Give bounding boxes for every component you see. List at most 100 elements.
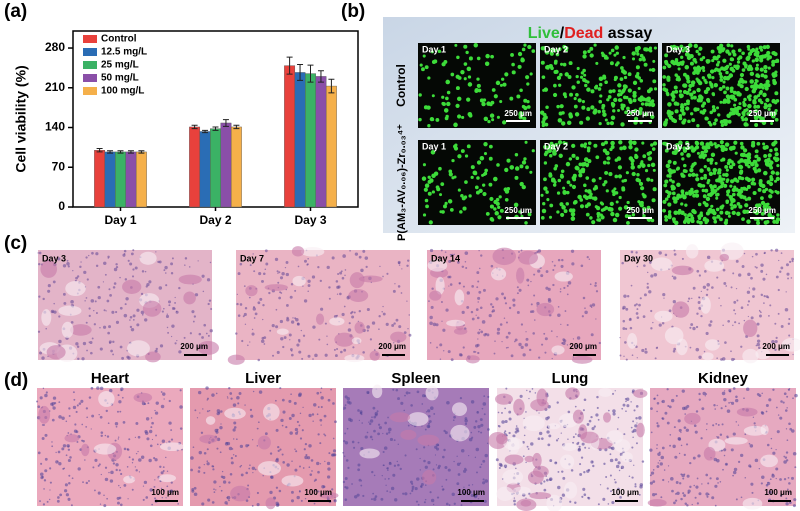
- tissue-spot: [294, 449, 295, 450]
- cell: [694, 190, 698, 194]
- tissue-spot: [135, 266, 138, 269]
- tissue-spot: [582, 315, 584, 317]
- cell: [640, 186, 644, 190]
- tissue-spot: [233, 454, 234, 455]
- cell: [654, 87, 657, 90]
- tissue-spot: [83, 342, 86, 345]
- tissue-spot: [58, 315, 60, 317]
- cell: [607, 161, 610, 164]
- tissue-spot: [471, 285, 474, 288]
- cell: [501, 78, 504, 81]
- tissue-spot: [730, 350, 732, 352]
- tissue-spot: [49, 467, 51, 469]
- cell: [755, 155, 758, 158]
- tissue-spot: [171, 272, 173, 274]
- tissue-spot: [302, 407, 303, 408]
- cell: [608, 172, 612, 176]
- tissue-spot: [766, 295, 769, 298]
- tissue-spot: [791, 277, 793, 279]
- tissue-spot: [546, 479, 549, 482]
- tissue-spot: [687, 475, 690, 478]
- cell: [690, 216, 694, 220]
- tissue-spot: [279, 387, 281, 389]
- tissue-spot: [312, 326, 315, 329]
- tissue-spot: [408, 425, 410, 427]
- tissue-spot: [532, 332, 535, 335]
- tissue-blob: [228, 355, 245, 365]
- tissue-spot: [672, 445, 675, 448]
- bar: [136, 152, 146, 207]
- tissue-spot: [673, 300, 676, 303]
- cell: [493, 177, 498, 182]
- tissue-spot: [716, 357, 718, 359]
- tissue-spot: [742, 265, 745, 268]
- tissue-spot: [291, 491, 294, 494]
- tissue-spot: [398, 325, 401, 328]
- tissue-spot: [245, 324, 246, 325]
- tissue-spot: [738, 273, 741, 276]
- cell: [701, 104, 705, 108]
- tissue-spot: [595, 282, 597, 284]
- cell: [425, 65, 429, 69]
- cell: [681, 191, 684, 194]
- tissue-spot: [617, 428, 619, 430]
- tissue-spot: [760, 270, 763, 273]
- tissue-spot: [280, 337, 283, 340]
- cell: [672, 196, 676, 200]
- tissue-spot: [445, 309, 448, 312]
- cell: [586, 213, 590, 217]
- tissue-spot: [159, 261, 162, 264]
- tissue-spot: [698, 356, 701, 359]
- tissue-spot: [206, 460, 208, 462]
- tissue-spot: [85, 426, 87, 428]
- tissue-spot: [231, 457, 233, 459]
- cell: [774, 91, 778, 95]
- cell: [649, 47, 652, 50]
- cell: [753, 95, 758, 100]
- legend-swatch: [83, 35, 97, 43]
- cell: [759, 179, 763, 183]
- tissue-spot: [341, 270, 343, 272]
- tissue-spot: [736, 260, 739, 263]
- cell: [743, 159, 747, 163]
- cell: [674, 73, 677, 76]
- tissue-spot: [372, 493, 374, 495]
- cell: [642, 58, 646, 62]
- cell: [742, 101, 745, 104]
- tissue-spot: [425, 484, 427, 486]
- cell: [719, 44, 723, 48]
- cell: [769, 149, 773, 153]
- cell: [509, 97, 513, 101]
- cell: [652, 60, 655, 63]
- cell: [730, 179, 734, 183]
- cell: [699, 221, 703, 225]
- tissue-spot: [148, 280, 151, 283]
- tissue-spot: [277, 351, 280, 354]
- tissue-spot: [626, 404, 629, 407]
- tissue-blob: [265, 284, 288, 291]
- cell: [729, 165, 733, 169]
- cell: [727, 43, 731, 47]
- tissue-spot: [405, 454, 407, 456]
- tissue-spot: [562, 477, 565, 480]
- cell: [610, 61, 614, 65]
- tissue-spot: [333, 449, 336, 452]
- tissue-spot: [69, 415, 71, 417]
- tissue-spot: [307, 290, 309, 292]
- tissue-spot: [227, 397, 228, 398]
- tissue-spot: [647, 272, 648, 273]
- cell: [697, 215, 701, 219]
- cell: [571, 154, 575, 158]
- tissue-spot: [317, 413, 319, 415]
- y-tick-label: 280: [45, 40, 65, 54]
- tissue-spot: [285, 426, 287, 428]
- tissue-spot: [257, 503, 260, 506]
- cell: [611, 49, 615, 53]
- tissue-spot: [220, 410, 223, 413]
- tissue-spot: [313, 403, 316, 406]
- tissue-spot: [362, 495, 364, 497]
- tissue-spot: [633, 429, 637, 433]
- tissue-spot: [429, 322, 433, 326]
- tissue-spot: [288, 400, 291, 403]
- tissue-spot: [642, 460, 644, 462]
